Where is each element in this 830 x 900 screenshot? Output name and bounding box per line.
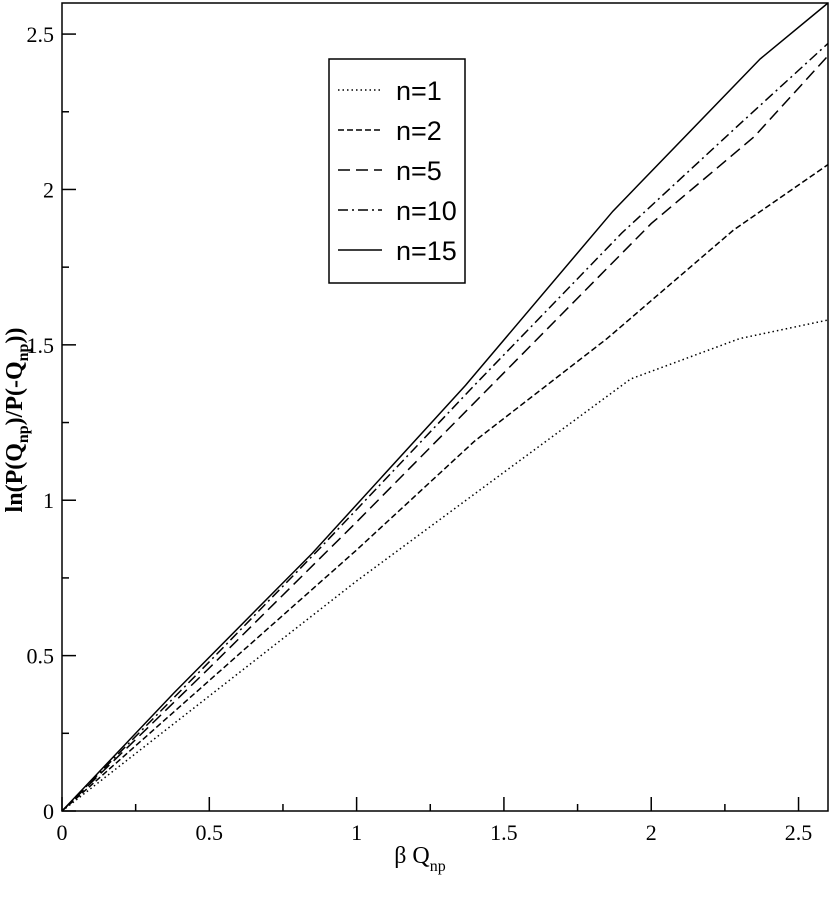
y-axis-title-sub1: np bbox=[15, 425, 32, 443]
x-tick-label: 0.5 bbox=[196, 820, 224, 845]
legend-label-n=15: n=15 bbox=[396, 236, 457, 266]
y-tick-label: 0 bbox=[43, 799, 54, 824]
y-axis-title-sub2: np bbox=[15, 343, 32, 361]
y-tick-label: 1.5 bbox=[27, 333, 55, 358]
legend-label-n=10: n=10 bbox=[396, 196, 457, 226]
x-axis-title-main: β Q bbox=[394, 843, 430, 869]
tick-labels: 0 0.5 1 1.5 2 2.5 0 0.5 1 1.5 2 2.5 bbox=[27, 22, 813, 845]
y-tick-label: 1 bbox=[43, 488, 54, 513]
y-tick-label: 0.5 bbox=[27, 644, 55, 669]
legend: n=1 n=2 n=5 n=10 n=15 bbox=[328, 58, 466, 284]
ticks bbox=[61, 33, 800, 812]
y-tick-label: 2 bbox=[43, 177, 54, 202]
x-axis-title: β Qnp bbox=[394, 843, 446, 875]
series-line-n=5 bbox=[61, 55, 829, 812]
y-axis-title-suffix: )) bbox=[2, 328, 28, 344]
legend-items: n=1 n=2 n=5 n=10 n=15 bbox=[338, 76, 457, 266]
x-tick-label: 2 bbox=[646, 820, 657, 845]
x-tick-label: 1.5 bbox=[490, 820, 518, 845]
y-tick-label: 2.5 bbox=[27, 22, 55, 47]
series-line-n=15 bbox=[61, 2, 829, 812]
plot-frame bbox=[61, 2, 829, 812]
legend-label-n=1: n=1 bbox=[396, 76, 442, 106]
series-lines bbox=[61, 2, 829, 812]
legend-label-n=5: n=5 bbox=[396, 156, 442, 186]
legend-box bbox=[328, 58, 466, 284]
y-axis-title-middle: )/P(-Q bbox=[2, 361, 28, 425]
x-tick-label: 2.5 bbox=[785, 820, 813, 845]
legend-label-n=2: n=2 bbox=[396, 116, 442, 146]
series-line-n=10 bbox=[61, 42, 829, 812]
series-line-n=1 bbox=[61, 319, 829, 812]
x-tick-label: 1 bbox=[351, 820, 362, 845]
series-line-n=2 bbox=[61, 163, 829, 812]
x-axis-title-sub: np bbox=[430, 858, 446, 875]
y-axis-title: ln(P(Qnp)/P(-Qnp)) bbox=[2, 328, 32, 513]
x-tick-label: 0 bbox=[57, 820, 68, 845]
y-axis-title-prefix: ln(P(Q bbox=[2, 443, 28, 512]
